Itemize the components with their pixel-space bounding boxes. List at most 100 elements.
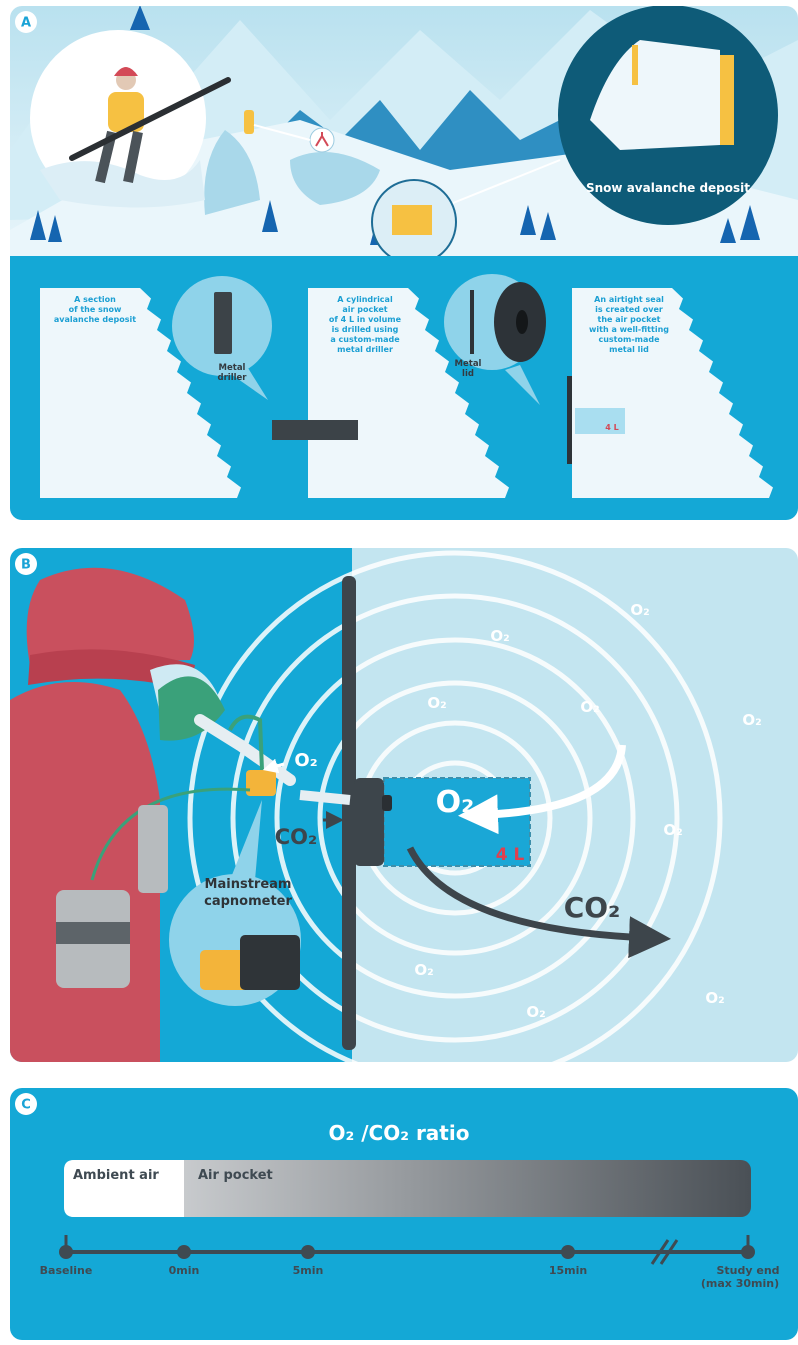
step-line: A cylindrical (337, 295, 393, 304)
text-line: lid (462, 369, 474, 379)
shape (230, 593, 680, 1043)
lid-connector (354, 778, 384, 866)
ambient-phase (64, 1160, 184, 1217)
text-line: Metal (455, 359, 482, 369)
timeline-dot (561, 1245, 575, 1259)
step-line: of the snow (69, 305, 122, 314)
hat (114, 67, 138, 76)
capnometer-display (240, 935, 300, 990)
lid-knob (516, 310, 528, 334)
timeline-label: 15min (549, 1264, 587, 1277)
step-line: custom-made (598, 335, 660, 344)
out-gas: CO₂ (564, 891, 621, 924)
text-line: driller (218, 373, 248, 383)
shape (187, 550, 723, 1062)
avalanche-debris (290, 152, 380, 205)
step-line: the air pocket (598, 315, 661, 324)
snow-gas-labels: O₂ O₂ O₂ O₂ O₂ O₂ O₂ O₂ O₂ (414, 601, 761, 1021)
shape (262, 200, 278, 232)
panel-label: B (21, 558, 31, 573)
panel-b: O₂ 4 L CO₂ O₂ O₂ O₂ O₂ O₂ O₂ O₂ O₂ O₂ Mainstream… (10, 548, 798, 1062)
snow-gas-label: O₂ (414, 961, 433, 979)
tubing (299, 790, 351, 805)
monitor-strap (56, 922, 130, 944)
deposit-section (572, 288, 773, 498)
inhaled-gas: O₂ (294, 750, 317, 771)
co2-arrow (406, 846, 671, 959)
rescuer-figure (315, 132, 329, 147)
shape (720, 218, 736, 243)
timeline-label: 5min (293, 1264, 324, 1277)
avalanche-debris (204, 130, 260, 215)
step-line: air pocket (342, 305, 387, 314)
metal-lid (342, 576, 356, 1050)
backpack-strap (138, 805, 168, 893)
callout-pointer (228, 368, 268, 400)
step-line: metal lid (609, 345, 649, 354)
snow-gas-label: O₂ (526, 1003, 545, 1021)
text-line: Metal (219, 363, 246, 373)
shape (317, 680, 593, 956)
step-line: A section (74, 295, 116, 304)
step-line: of 4 L in volume (329, 315, 402, 324)
step-line: with a well-fitting (589, 325, 669, 334)
port (382, 795, 392, 811)
text-line: capnometer (204, 894, 292, 909)
badge (15, 553, 37, 575)
pit-frame (392, 205, 432, 235)
snow-gas-label: O₂ (580, 698, 599, 716)
snow-gas-label: O₂ (663, 821, 682, 839)
shape (130, 6, 150, 30)
timeline-points: Baseline 0min 5min 15min (40, 1235, 587, 1277)
shape (740, 205, 760, 240)
step-line: is created over (595, 305, 663, 314)
jacket (108, 92, 144, 132)
capnometer (246, 770, 276, 796)
driller-inserted (272, 420, 358, 440)
air-pocket (575, 408, 625, 434)
ratio-title: O₂ /CO₂ ratio (329, 1121, 470, 1145)
callout-label: Metal lid (455, 359, 482, 379)
timeline-label: Baseline (40, 1264, 93, 1277)
badge (15, 11, 37, 33)
step-text: A cylindrical air pocket of 4 L in volume i… (329, 295, 402, 354)
callout-pointer (505, 365, 540, 405)
volume-label: 4 L (605, 423, 618, 432)
lid-installed (567, 376, 572, 464)
text-line: Mainstream (205, 877, 292, 892)
panel-a: Snow avalanche deposit A section of the s… (10, 6, 798, 520)
timeline-dot (301, 1245, 315, 1259)
phase-label: Ambient air (73, 1168, 159, 1183)
timeline-dot (59, 1245, 73, 1259)
inhaled-arrow (262, 758, 285, 774)
text-line: Study end (716, 1264, 779, 1277)
shape (540, 212, 556, 240)
pocket-gas: O₂ (436, 785, 475, 820)
callout-label: Metal driller (218, 363, 248, 383)
ratio-bar (64, 1160, 751, 1217)
callout-pointer (232, 800, 262, 880)
deposit-section (308, 288, 509, 498)
connector (447, 159, 561, 206)
beanie (26, 567, 194, 665)
o2-arrow (458, 744, 626, 835)
snow-gas-label: O₂ (490, 627, 509, 645)
deposit-wall (590, 40, 720, 150)
driller (214, 292, 232, 354)
deposit-label: Snow avalanche deposit (586, 181, 750, 195)
lid-side (470, 290, 474, 354)
step-line: a custom-made (330, 335, 400, 344)
shape (48, 215, 62, 242)
text-line: (max 30min) (701, 1277, 779, 1290)
snow (40, 160, 205, 208)
shape (274, 637, 636, 999)
exhaled-gas: CO₂ (275, 825, 317, 849)
step-line: is drilled using (332, 325, 399, 334)
step-line: An airtight seal (594, 295, 664, 304)
rescuer-icon (309, 127, 335, 153)
jacket (10, 682, 160, 1062)
deposit-section (40, 288, 241, 498)
deposit-sections: A section of the snow avalanche deposit A c… (40, 288, 773, 498)
